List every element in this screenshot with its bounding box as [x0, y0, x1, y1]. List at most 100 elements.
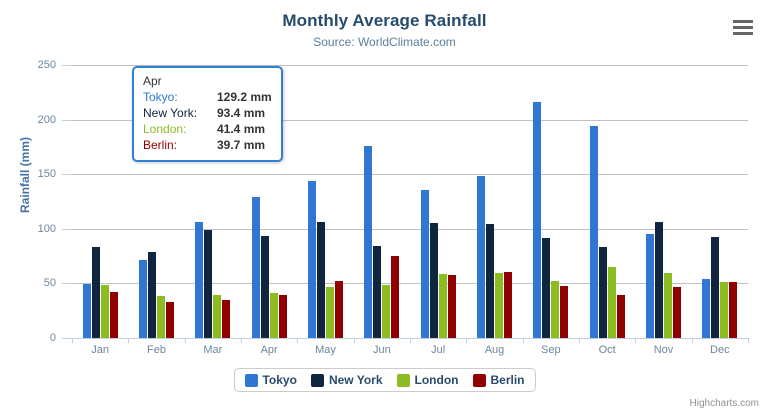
- bar-new-york[interactable]: [373, 245, 382, 338]
- month-column-group[interactable]: [72, 65, 128, 338]
- bar-berlin[interactable]: [560, 286, 569, 338]
- x-axis-tick: [579, 338, 580, 343]
- bar-berlin[interactable]: [616, 295, 625, 338]
- legend-label: Tokyo: [262, 373, 297, 387]
- legend-item-london[interactable]: London: [396, 373, 459, 387]
- bar-berlin[interactable]: [222, 300, 231, 338]
- bar-tokyo[interactable]: [195, 221, 204, 338]
- bar-london[interactable]: [382, 285, 391, 338]
- y-axis-tick-label: 150: [37, 168, 56, 181]
- tooltip-series-value: 93.4 mm: [217, 106, 266, 120]
- x-axis-label-sep: Sep: [541, 344, 561, 356]
- month-column-group[interactable]: [466, 65, 522, 338]
- bar-new-york[interactable]: [147, 251, 156, 338]
- x-axis-label-nov: Nov: [653, 344, 674, 356]
- credits-label[interactable]: Highcharts.com: [689, 398, 759, 409]
- bar-london[interactable]: [156, 295, 165, 338]
- x-axis-label-may: May: [315, 344, 336, 356]
- bar-london[interactable]: [607, 266, 616, 338]
- bar-tokyo[interactable]: [307, 180, 316, 338]
- bar-new-york[interactable]: [654, 221, 663, 338]
- bar-london[interactable]: [438, 273, 447, 338]
- bar-tokyo[interactable]: [645, 233, 654, 338]
- gridline: [72, 119, 748, 121]
- tooltip-series-name: New York:: [143, 106, 198, 120]
- bar-berlin[interactable]: [109, 291, 118, 338]
- x-axis-tick: [748, 338, 749, 343]
- bar-berlin[interactable]: [391, 255, 400, 338]
- bar-new-york[interactable]: [260, 236, 269, 338]
- gridline: [72, 228, 748, 230]
- month-column-group[interactable]: [692, 65, 748, 338]
- bar-london[interactable]: [551, 280, 560, 338]
- month-column-group[interactable]: [128, 65, 184, 338]
- legend-swatch-icon: [472, 373, 486, 387]
- bar-new-york[interactable]: [485, 224, 494, 338]
- legend-swatch-icon: [310, 373, 324, 387]
- y-axis-tick: [62, 65, 72, 66]
- month-column-group[interactable]: [523, 65, 579, 338]
- bar-new-york[interactable]: [598, 246, 607, 338]
- bar-tokyo[interactable]: [251, 196, 260, 338]
- legend-item-tokyo[interactable]: Tokyo: [244, 373, 297, 387]
- bar-berlin[interactable]: [165, 301, 174, 338]
- x-axis-tick: [466, 338, 468, 343]
- bar-tokyo[interactable]: [420, 189, 429, 338]
- bar-berlin[interactable]: [672, 286, 681, 338]
- tooltip-series-name: Tokyo:: [143, 90, 178, 104]
- bar-tokyo[interactable]: [138, 259, 147, 338]
- bar-tokyo[interactable]: [476, 175, 485, 338]
- bar-tokyo[interactable]: [589, 126, 598, 338]
- month-column-group[interactable]: [297, 65, 353, 338]
- legend-item-berlin[interactable]: Berlin: [472, 373, 525, 387]
- x-axis-tick: [691, 338, 693, 343]
- x-axis-tick: [72, 338, 73, 343]
- bar-new-york[interactable]: [204, 230, 213, 338]
- bar-berlin[interactable]: [729, 282, 738, 338]
- bar-new-york[interactable]: [91, 246, 100, 338]
- bar-berlin[interactable]: [278, 294, 287, 338]
- legend-item-new-york[interactable]: New York: [310, 373, 383, 387]
- bar-new-york[interactable]: [429, 223, 438, 338]
- bar-london[interactable]: [494, 272, 503, 338]
- x-axis-tick: [635, 338, 637, 343]
- bar-tokyo[interactable]: [533, 101, 542, 338]
- bar-tokyo[interactable]: [364, 145, 373, 338]
- x-axis-tick: [241, 338, 242, 343]
- tooltip-series-value: 41.4 mm: [217, 122, 266, 136]
- x-axis-tick: [522, 338, 524, 343]
- bar-berlin[interactable]: [447, 275, 456, 338]
- tooltip-series-name: Berlin:: [143, 138, 178, 152]
- tooltip-row: Tokyo: 129.2 mm: [143, 89, 272, 105]
- bar-london[interactable]: [213, 295, 222, 338]
- tooltip-series-value: 39.7 mm: [217, 138, 266, 152]
- month-column-group[interactable]: [354, 65, 410, 338]
- bar-tokyo[interactable]: [82, 283, 91, 338]
- x-axis-label-dec: Dec: [710, 344, 730, 356]
- gridline: [72, 65, 748, 66]
- x-axis-label-jun: Jun: [372, 344, 391, 356]
- y-axis-tick-label: 200: [37, 113, 56, 126]
- bar-berlin[interactable]: [334, 280, 343, 338]
- series-columns: [72, 65, 748, 338]
- hamburger-menu-icon[interactable]: [730, 16, 756, 38]
- bar-new-york[interactable]: [316, 222, 325, 338]
- month-column-group[interactable]: [579, 65, 635, 338]
- y-axis-tick-label: 50: [43, 277, 56, 290]
- bar-new-york[interactable]: [711, 237, 720, 338]
- tooltip-header: Apr: [143, 74, 162, 88]
- month-column-group[interactable]: [185, 65, 241, 338]
- bar-london[interactable]: [100, 284, 109, 338]
- month-column-group[interactable]: [241, 65, 297, 338]
- month-column-group[interactable]: [410, 65, 466, 338]
- bar-london[interactable]: [663, 273, 672, 338]
- bar-new-york[interactable]: [542, 238, 551, 338]
- bar-london[interactable]: [720, 282, 729, 338]
- x-axis-label-feb: Feb: [147, 344, 166, 356]
- bar-london[interactable]: [269, 292, 278, 338]
- bar-london[interactable]: [325, 286, 334, 338]
- bar-berlin[interactable]: [503, 272, 512, 338]
- x-axis-label-jan: Jan: [91, 344, 110, 356]
- month-column-group[interactable]: [635, 65, 691, 338]
- bar-tokyo[interactable]: [702, 278, 711, 338]
